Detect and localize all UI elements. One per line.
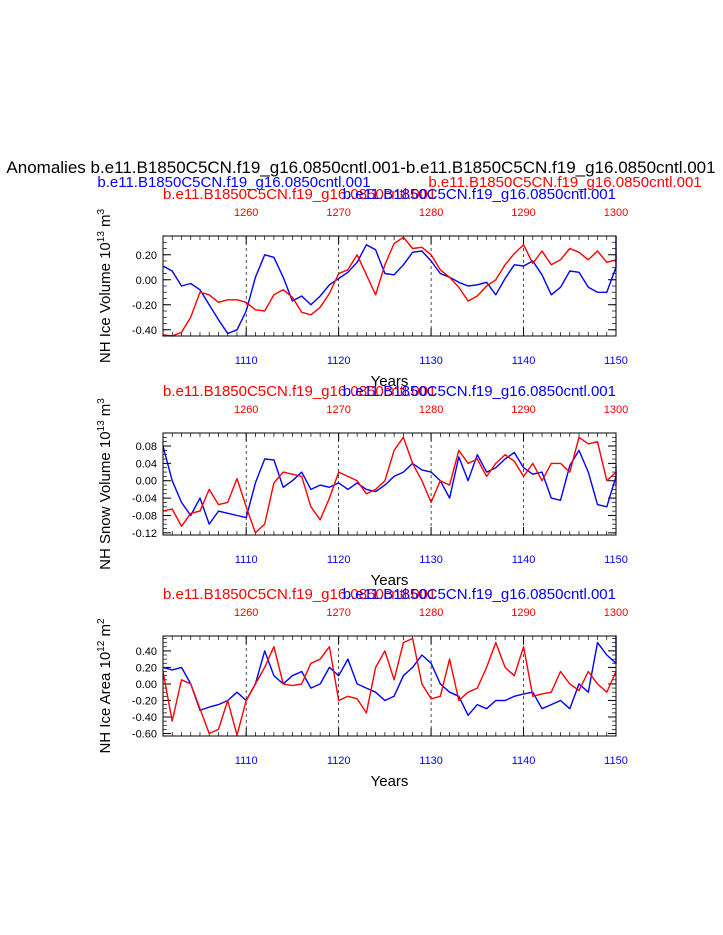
- y-tick-label: 0.20: [136, 662, 157, 674]
- y-tick-label: 0.04: [136, 458, 157, 470]
- series-line-red: [162, 236, 617, 337]
- x-tick-label-top: 1280: [419, 207, 443, 219]
- y-axis-label-part: m: [97, 624, 114, 641]
- y-tick-label: -0.20: [132, 300, 157, 312]
- x-tick-label-top: 1260: [234, 607, 258, 619]
- x-tick-label-bottom: 1140: [512, 554, 536, 566]
- x-axis-label: Years: [371, 572, 409, 589]
- y-tick-label: 0.00: [136, 679, 157, 691]
- y-tick-label: -0.60: [132, 729, 157, 741]
- x-tick-label-bottom: 1140: [512, 755, 536, 767]
- series-line-blue: [162, 236, 617, 335]
- chart-panel-3: -0.60 -0.40 -0.20 0.00 0.20 0.40 1110 1120 1130 1…: [96, 586, 628, 790]
- x-tick-label-bottom: 1130: [419, 554, 443, 566]
- y-axis-label-part: NH Ice Area 10: [97, 652, 114, 754]
- plot-frame: [162, 432, 617, 536]
- x-tick-label-top: 1280: [419, 404, 443, 416]
- x-tick-label-top: 1300: [604, 207, 628, 219]
- x-tick-label-top: 1270: [326, 207, 350, 219]
- x-tick-label-bottom: 1140: [512, 355, 536, 367]
- panel-title-red: b.e11.B1850C5CN.f19_g16.0850cntl.001: [163, 586, 436, 603]
- y-tick-label: 0.08: [136, 441, 157, 453]
- x-tick-label-top: 1280: [419, 607, 443, 619]
- y-tick-label: -0.08: [132, 510, 157, 522]
- y-tick-label: -0.12: [132, 528, 157, 540]
- x-tick-label-bottom: 1110: [235, 355, 258, 367]
- y-axis-label-part: 13: [96, 420, 107, 432]
- y-axis-label: NH Ice Area 1012 m2: [96, 618, 114, 754]
- x-axis-label: Years: [371, 773, 409, 790]
- series-line-red: [162, 436, 617, 534]
- x-tick-label-bottom: 1120: [327, 355, 351, 367]
- y-axis-label-part: m: [97, 214, 114, 231]
- series-line-blue: [162, 635, 617, 716]
- x-tick-label-top: 1270: [326, 607, 350, 619]
- y-axis-label: NH Ice Volume 1013 m3: [96, 208, 114, 363]
- x-tick-label-top: 1260: [234, 404, 258, 416]
- chart-panel-2: -0.12 -0.08 -0.04 0.00 0.04 0.08 1110 1120 1130 1…: [96, 383, 628, 589]
- y-tick-label: -0.20: [132, 695, 157, 707]
- y-axis-label-part: 12: [96, 640, 107, 652]
- x-tick-label-top: 1300: [604, 607, 628, 619]
- plot-frame: [162, 235, 617, 337]
- y-axis-label-part: 3: [96, 398, 107, 404]
- y-tick-label: 0.00: [136, 476, 157, 488]
- series-line-blue: [162, 445, 617, 525]
- x-tick-label-top: 1270: [326, 404, 350, 416]
- panel-title-red: b.e11.B1850C5CN.f19_g16.0850cntl.001: [163, 383, 436, 400]
- y-axis-label-part: NH Snow Volume 10: [97, 431, 114, 569]
- chart-panels: -0.40 -0.20 0.00 0.20 1110 1120 1130 1140 1150 12…: [96, 186, 628, 790]
- x-tick-label-bottom: 1130: [419, 355, 443, 367]
- panel-title-blue: b.e11.B1850C5CN.f19_g16.0850cntl.001: [343, 586, 616, 603]
- x-tick-label-bottom: 1110: [235, 554, 258, 566]
- chart-panel-1: -0.40 -0.20 0.00 0.20 1110 1120 1130 1140 1150 12…: [96, 186, 628, 390]
- plot-frame: [162, 635, 617, 737]
- y-axis-label: NH Snow Volume 1013 m3: [96, 398, 114, 570]
- y-axis-label-part: 3: [96, 208, 107, 214]
- x-tick-label-bottom: 1120: [327, 554, 351, 566]
- y-tick-label: -0.40: [132, 712, 157, 724]
- x-tick-label-bottom: 1110: [235, 755, 258, 767]
- x-tick-label-bottom: 1130: [419, 755, 443, 767]
- x-tick-label-bottom: 1120: [327, 755, 351, 767]
- legend-red-title: b.e11.B1850C5CN.f19_g16.0850cntl.001: [428, 174, 701, 191]
- x-tick-label-bottom: 1150: [604, 355, 628, 367]
- legend-blue-title: b.e11.B1850C5CN.f19_g16.0850cntl.001: [97, 174, 370, 191]
- y-tick-label: 0.20: [136, 250, 157, 262]
- x-tick-label-bottom: 1150: [604, 755, 628, 767]
- series-line-red: [162, 637, 617, 736]
- x-tick-label-top: 1290: [511, 404, 535, 416]
- y-axis-label-part: NH Ice Volume 10: [97, 242, 114, 363]
- y-tick-label: 0.00: [136, 275, 157, 287]
- x-tick-label-top: 1290: [511, 207, 535, 219]
- x-tick-label-top: 1260: [234, 207, 258, 219]
- panel-title-blue: b.e11.B1850C5CN.f19_g16.0850cntl.001: [343, 186, 616, 203]
- main-title: Anomalies b.e11.B1850C5CN.f19_g16.0850cn…: [6, 158, 715, 177]
- panel-title-red: b.e11.B1850C5CN.f19_g16.0850cntl.001: [163, 186, 436, 203]
- x-tick-label-top: 1300: [604, 404, 628, 416]
- y-axis-label-part: 13: [96, 231, 107, 243]
- x-tick-label-bottom: 1150: [604, 554, 628, 566]
- y-axis-label-part: 2: [96, 618, 107, 624]
- panel-title-blue: b.e11.B1850C5CN.f19_g16.0850cntl.001: [343, 383, 616, 400]
- y-tick-label: -0.04: [132, 493, 157, 505]
- x-axis-label: Years: [371, 373, 409, 390]
- x-tick-label-top: 1290: [511, 607, 535, 619]
- y-tick-label: 0.40: [136, 646, 157, 658]
- y-axis-label-part: m: [97, 404, 114, 421]
- y-tick-label: -0.40: [132, 325, 157, 337]
